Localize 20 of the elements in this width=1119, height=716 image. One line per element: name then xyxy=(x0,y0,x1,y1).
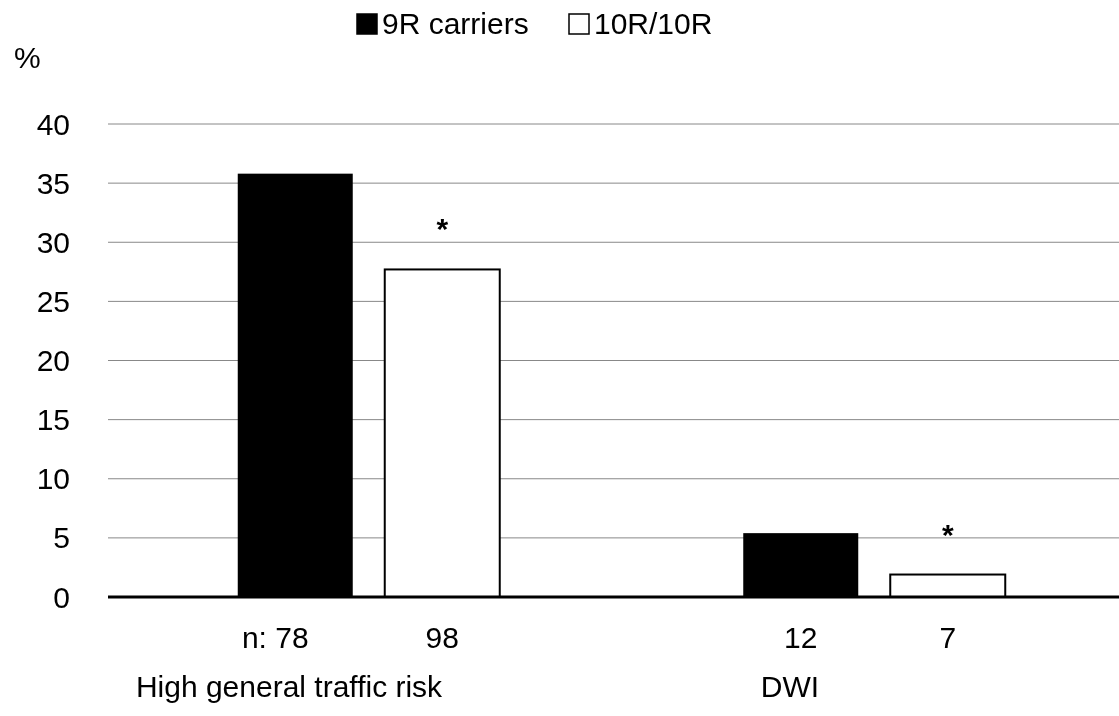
x-tick-label: High general traffic risk xyxy=(135,670,444,703)
y-tick-label: 35 xyxy=(36,166,70,200)
y-tick-label: 0 xyxy=(53,580,70,614)
x-tick-label: DWI xyxy=(760,670,820,703)
annotation: * xyxy=(941,517,954,551)
text: 98 xyxy=(425,621,459,654)
y-tick-label: 5 xyxy=(53,521,70,555)
legend-label: 9R carriers xyxy=(382,7,529,40)
text: n: 78 xyxy=(241,621,309,654)
annotation: * xyxy=(436,212,449,246)
y-tick-label: 10 xyxy=(36,462,70,496)
y-axis-title: % xyxy=(14,41,41,74)
y-tick-label: 20 xyxy=(36,344,70,377)
text: 7 xyxy=(939,621,957,654)
y-tick-label: 25 xyxy=(36,284,70,318)
y-tick-label: 15 xyxy=(36,403,70,437)
y-tick-label: 30 xyxy=(36,225,70,259)
legend-label: 10R/10R xyxy=(594,7,713,40)
text: 12 xyxy=(784,621,818,654)
y-tick-label: 40 xyxy=(36,107,70,141)
